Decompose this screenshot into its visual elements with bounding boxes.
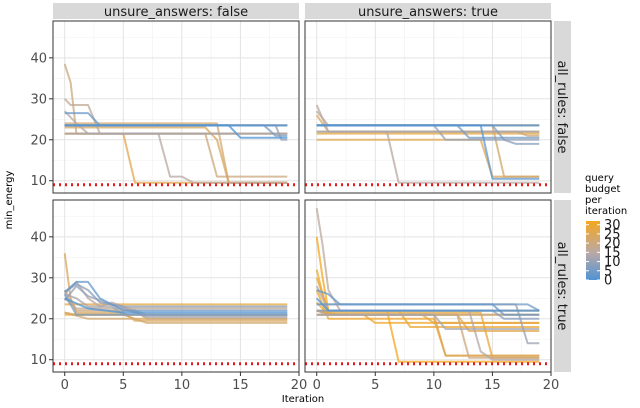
legend-title-line-2: budget (585, 184, 621, 195)
y-tick-label: 10 (30, 174, 47, 189)
y-tick-label: 40 (30, 51, 47, 66)
x-tick-label: 0 (61, 378, 69, 393)
x-tick-label: 10 (174, 378, 191, 393)
row-strip-label: all_rules: true (554, 242, 569, 331)
panel (305, 21, 551, 193)
column-strip-label: unsure_answers: false (104, 5, 248, 20)
row-strip-label: all_rules: false (554, 60, 569, 153)
panel (53, 200, 299, 372)
y-tick-label: 20 (30, 133, 47, 148)
legend-tick-label: 30 (604, 218, 621, 233)
column-strip-label: unsure_answers: true (358, 5, 498, 20)
x-tick-label: 5 (119, 378, 127, 393)
legend-title-line-3: per (585, 195, 603, 206)
x-tick-label: 15 (232, 378, 249, 393)
x-tick-label: 15 (484, 378, 501, 393)
x-tick-label: 5 (371, 378, 379, 393)
x-tick-label: 10 (426, 378, 443, 393)
panel-background (305, 200, 551, 372)
panel (305, 200, 551, 372)
legend-title-line-4: iteration (585, 206, 627, 217)
y-axis-title: min_energy (4, 171, 15, 230)
y-tick-label: 20 (30, 312, 47, 327)
panels: unsure_answers: false unsure_answers: tru… (30, 3, 571, 393)
x-tick-label: 20 (543, 378, 560, 393)
legend-title-line-1: query (585, 173, 614, 184)
panel (53, 21, 299, 193)
y-tick-label: 30 (30, 92, 47, 107)
x-tick-label: 0 (313, 378, 321, 393)
y-tick-label: 30 (30, 271, 47, 286)
panel-background (305, 21, 551, 193)
x-tick-label: 20 (291, 378, 308, 393)
y-tick-label: 10 (30, 353, 47, 368)
y-tick-label: 40 (30, 230, 47, 245)
x-axis-title: Iteration (282, 394, 324, 405)
